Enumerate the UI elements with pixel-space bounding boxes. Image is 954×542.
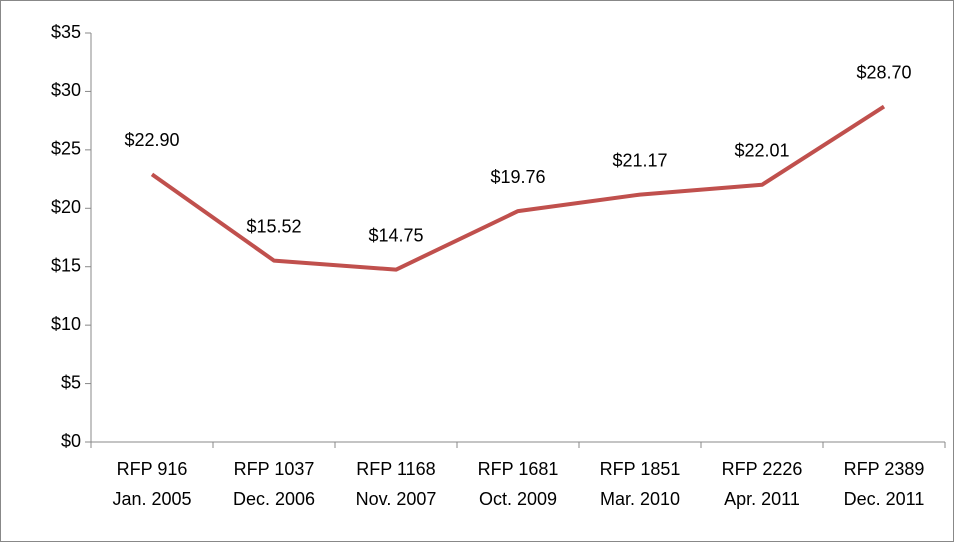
data-label: $22.90 <box>124 130 179 150</box>
x-tick-label: RFP 1168 <box>356 459 435 479</box>
y-tick-label: $15 <box>51 255 81 275</box>
y-tick-label: $35 <box>51 22 81 42</box>
y-tick-label: $10 <box>51 314 81 334</box>
x-tick-label: RFP 916 <box>117 459 188 479</box>
line <box>150 104 886 272</box>
x-tick-label: RFP 1851 <box>600 459 681 479</box>
x-tick-label: Dec. 2011 <box>844 489 925 509</box>
x-tick-label: RFP 1037 <box>234 459 315 479</box>
x-tick-label: RFP 2226 <box>722 459 803 479</box>
data-label: $21.17 <box>612 150 667 170</box>
y-tick-label: $25 <box>51 139 81 159</box>
x-tick-label: Jan. 2005 <box>112 489 191 509</box>
data-label: $19.76 <box>490 167 545 187</box>
y-tick-label: $30 <box>51 80 81 100</box>
y-tick-label: $0 <box>61 431 81 451</box>
y-tick-label: $20 <box>51 197 81 217</box>
x-tick-label: RFP 1681 <box>478 459 559 479</box>
data-label: $22.01 <box>734 141 789 161</box>
y-tick-label: $5 <box>61 372 81 392</box>
x-tick-label: Oct. 2009 <box>479 489 557 509</box>
data-label: $15.52 <box>246 216 301 236</box>
x-tick-label: Apr. 2011 <box>724 489 800 509</box>
data-label: $14.75 <box>368 225 423 245</box>
x-tick-label: Dec. 2006 <box>233 489 315 509</box>
x-tick-label: Mar. 2010 <box>600 489 680 509</box>
data-label: $28.70 <box>856 62 911 82</box>
x-tick-label: RFP 2389 <box>844 459 925 479</box>
x-tick-label: Nov. 2007 <box>356 489 437 509</box>
